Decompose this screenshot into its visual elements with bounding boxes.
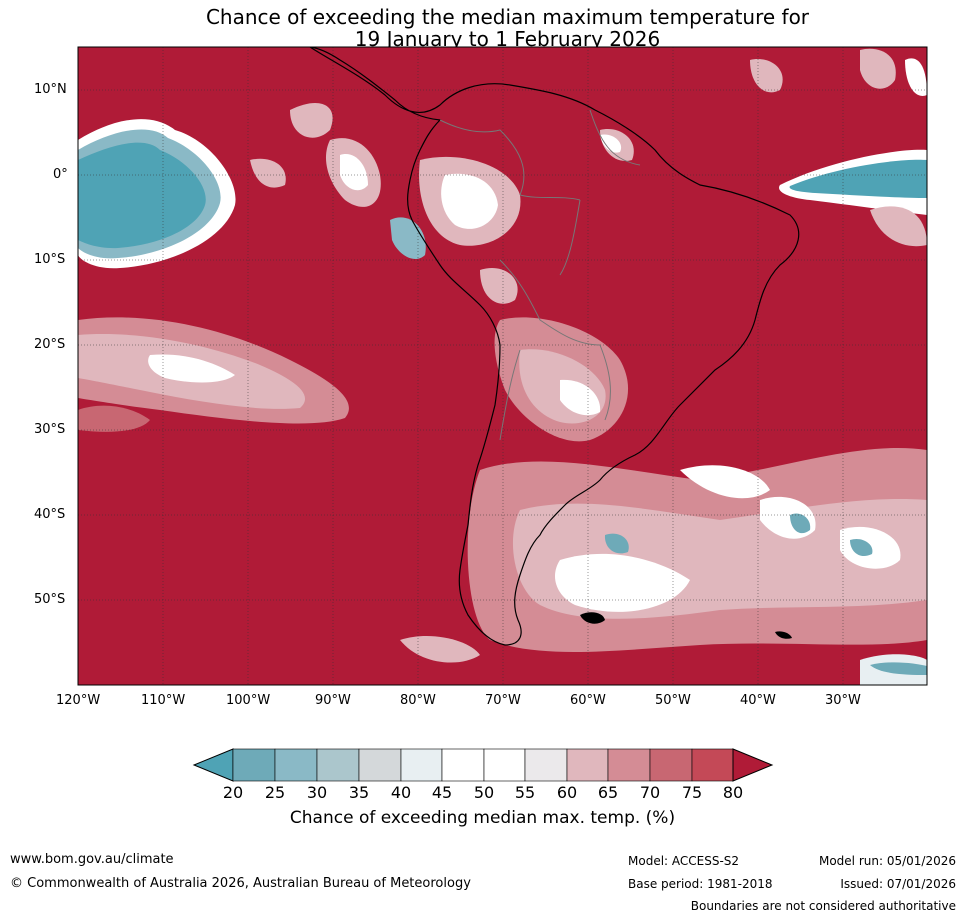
equatorial-pacific-transition-area	[250, 102, 426, 260]
north-atlantic-transition-area	[600, 48, 927, 247]
lon-label: 110°W	[141, 693, 186, 708]
lat-label: 20°S	[34, 337, 66, 352]
lon-label: 80°W	[400, 693, 436, 708]
colorbar-tick: 35	[348, 783, 370, 802]
colorbar-tick: 25	[264, 783, 286, 802]
lon-label: 30°W	[825, 693, 861, 708]
model-name: Model: ACCESS-S2	[628, 854, 740, 868]
lat-label: 10°S	[34, 252, 66, 267]
colorbar-tick: 70	[639, 783, 661, 802]
website-link[interactable]: www.bom.gov.au/climate	[10, 852, 174, 867]
south-america-coastline	[309, 47, 800, 646]
lat-label: 0°	[53, 167, 68, 182]
south-atlantic-transition-area	[400, 447, 927, 685]
colorbar-tick: 75	[681, 783, 703, 802]
lat-label: 30°S	[34, 422, 66, 437]
map-gridlines	[78, 47, 927, 685]
lat-label: 10°N	[34, 82, 67, 97]
colorbar-low-arrow	[192, 748, 234, 782]
south-georgia-island	[775, 631, 792, 639]
lat-label: 40°S	[34, 507, 66, 522]
colorbar-high-arrow	[732, 748, 774, 782]
lon-label: 90°W	[315, 693, 351, 708]
copyright-notice: © Commonwealth of Australia 2026, Austra…	[10, 876, 471, 891]
falkland-islands	[580, 612, 605, 624]
lon-label: 60°W	[570, 693, 606, 708]
colorbar	[192, 748, 774, 782]
issued-date: Issued: 07/01/2026	[840, 877, 956, 891]
map-title-line-1: Chance of exceeding the median maximum t…	[205, 5, 810, 29]
lon-label: 50°W	[655, 693, 691, 708]
south-pacific-transition-band	[78, 317, 349, 432]
lat-label: 50°S	[34, 592, 66, 607]
andes-transition-area	[419, 156, 629, 442]
lon-label: 40°W	[740, 693, 776, 708]
colorbar-label: Chance of exceeding median max. temp. (%…	[289, 808, 676, 828]
colorbar-tick: 30	[306, 783, 328, 802]
base-period: Base period: 1981-2018	[628, 877, 773, 891]
colorbar-tick: 60	[556, 783, 578, 802]
colorbar-tick: 20	[222, 783, 244, 802]
pacific-low-probability-area	[78, 119, 236, 269]
map-frame-border	[77, 46, 928, 686]
colorbar-tick: 45	[431, 783, 453, 802]
model-run-date: Model run: 05/01/2026	[818, 854, 956, 868]
atlantic-equatorial-low-probability-area	[779, 149, 927, 215]
colorbar-tick: 80	[722, 783, 744, 802]
colorbar-tick: 65	[597, 783, 619, 802]
colorbar-tick: 40	[390, 783, 412, 802]
boundary-disclaimer: Boundaries are not considered authoritat…	[690, 899, 956, 913]
country-borders	[439, 109, 641, 441]
map-title-line-2: 19 January to 1 February 2026	[354, 27, 661, 51]
lon-label: 100°W	[226, 693, 271, 708]
lon-label: 120°W	[56, 693, 101, 708]
lon-label: 70°W	[485, 693, 521, 708]
colorbar-tick: 55	[514, 783, 536, 802]
colorbar-tick: 50	[473, 783, 495, 802]
